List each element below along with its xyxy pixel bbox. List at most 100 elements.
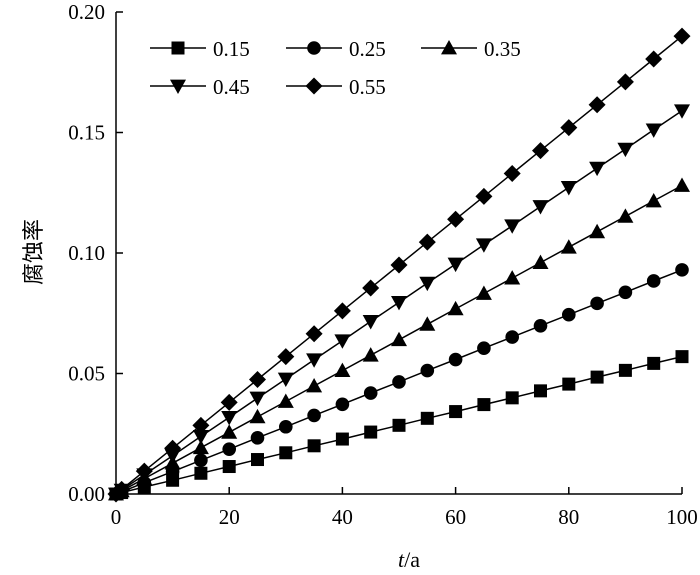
axes: 0 20 40 60 80 100 0.00 0.05 0.10 0.15 0.20 (68, 0, 698, 529)
data-point-0.15 (618, 363, 632, 377)
data-point-0.55 (390, 256, 408, 274)
legend: 0.15 0.25 0.35 0.45 0.55 (150, 37, 521, 99)
data-point-0.25 (562, 307, 576, 322)
data-point-0.15 (505, 391, 519, 405)
data-point-0.25 (335, 397, 350, 412)
data-point-0.55 (616, 73, 634, 91)
data-point-0.55 (503, 164, 521, 182)
data-point-0.35 (674, 177, 690, 192)
data-point-0.25 (448, 352, 463, 367)
data-point-0.45 (306, 353, 323, 368)
y-tick-label: 0.20 (68, 0, 105, 24)
series-line-0.15 (115, 355, 683, 495)
series-line-0.35 (115, 184, 683, 495)
data-point-0.35 (306, 378, 323, 393)
data-point-0.45 (362, 315, 379, 330)
data-point-0.25 (279, 419, 293, 434)
data-point-0.55 (673, 27, 691, 45)
data-point-0.55 (418, 233, 436, 251)
data-point-0.55 (135, 462, 153, 480)
data-point-0.55 (560, 119, 578, 137)
legend-marker-0.25 (307, 41, 321, 55)
data-point-0.45 (221, 410, 238, 426)
data-point-0.55 (305, 325, 323, 343)
data-point-0.15 (449, 405, 463, 419)
data-point-0.45 (192, 430, 209, 445)
data-point-0.45 (419, 276, 436, 292)
data-point-0.35 (560, 239, 577, 254)
legend-label-0.55: 0.55 (349, 75, 386, 99)
data-point-0.25 (250, 431, 265, 445)
data-point-0.55 (192, 416, 210, 434)
legend-label-0.15: 0.15 (213, 37, 250, 61)
legend-label-0.45: 0.45 (213, 75, 250, 99)
data-point-0.15 (335, 432, 349, 446)
data-point-0.25 (590, 296, 604, 311)
data-point-0.15 (194, 466, 208, 480)
x-axis-label: t/a (398, 547, 420, 572)
data-point-0.35 (419, 316, 436, 331)
y-tick-label: 0.15 (68, 121, 105, 145)
data-point-0.25 (675, 263, 689, 277)
legend-marker-0.55 (305, 77, 323, 95)
data-point-0.45 (645, 123, 662, 138)
data-point-0.15 (251, 453, 264, 467)
x-tick-label: 20 (219, 505, 240, 529)
data-point-0.45 (674, 104, 690, 119)
data-point-0.55 (475, 187, 493, 205)
data-point-0.45 (560, 181, 577, 196)
y-tick-label: 0.10 (68, 241, 105, 265)
data-point-0.35 (645, 192, 662, 208)
data-point-0.55 (277, 348, 295, 366)
data-point-0.55 (333, 302, 351, 320)
data-point-0.25 (420, 363, 435, 378)
data-point-0.45 (589, 161, 606, 177)
data-point-0.45 (532, 200, 549, 215)
data-point-0.25 (392, 375, 406, 389)
legend-marker-0.35 (441, 40, 457, 55)
data-point-0.15 (307, 439, 321, 453)
y-tick-label: 0.05 (68, 362, 105, 386)
data-point-0.35 (617, 208, 634, 223)
data-point-0.15 (675, 350, 689, 364)
data-point-0.35 (362, 347, 379, 362)
legend-label-0.25: 0.25 (349, 37, 386, 61)
legend-label-0.35: 0.35 (484, 37, 521, 61)
data-point-0.45 (617, 142, 634, 158)
data-point-0.55 (220, 393, 238, 411)
data-point-0.25 (646, 274, 661, 288)
data-point-0.25 (505, 330, 519, 344)
data-point-0.35 (532, 254, 549, 270)
plot-area (107, 27, 691, 503)
data-point-0.35 (475, 285, 492, 300)
data-point-0.55 (362, 279, 380, 297)
data-point-0.35 (249, 408, 266, 424)
x-axis-label-unit: /a (404, 547, 420, 572)
data-point-0.15 (477, 398, 491, 412)
data-point-0.55 (249, 371, 266, 389)
data-point-0.15 (222, 460, 236, 474)
data-point-0.15 (534, 384, 547, 398)
data-point-0.55 (588, 96, 606, 114)
data-point-0.35 (221, 424, 238, 439)
data-point-0.55 (447, 210, 465, 228)
x-tick-label: 0 (111, 505, 122, 529)
data-point-0.25 (194, 453, 208, 468)
data-point-0.15 (364, 425, 378, 439)
data-point-0.55 (645, 50, 663, 68)
data-point-0.35 (334, 362, 351, 378)
data-point-0.15 (590, 370, 604, 384)
data-point-0.35 (391, 331, 407, 347)
x-tick-label: 60 (445, 505, 466, 529)
data-point-0.25 (307, 408, 321, 423)
data-point-0.25 (618, 285, 633, 300)
x-tick-label: 100 (666, 505, 698, 529)
x-tick-label: 80 (558, 505, 579, 529)
data-point-0.25 (477, 341, 491, 355)
data-point-0.55 (532, 142, 549, 160)
data-point-0.45 (447, 257, 464, 273)
data-point-0.35 (504, 270, 521, 285)
data-point-0.45 (249, 391, 266, 407)
data-point-0.25 (222, 442, 236, 456)
